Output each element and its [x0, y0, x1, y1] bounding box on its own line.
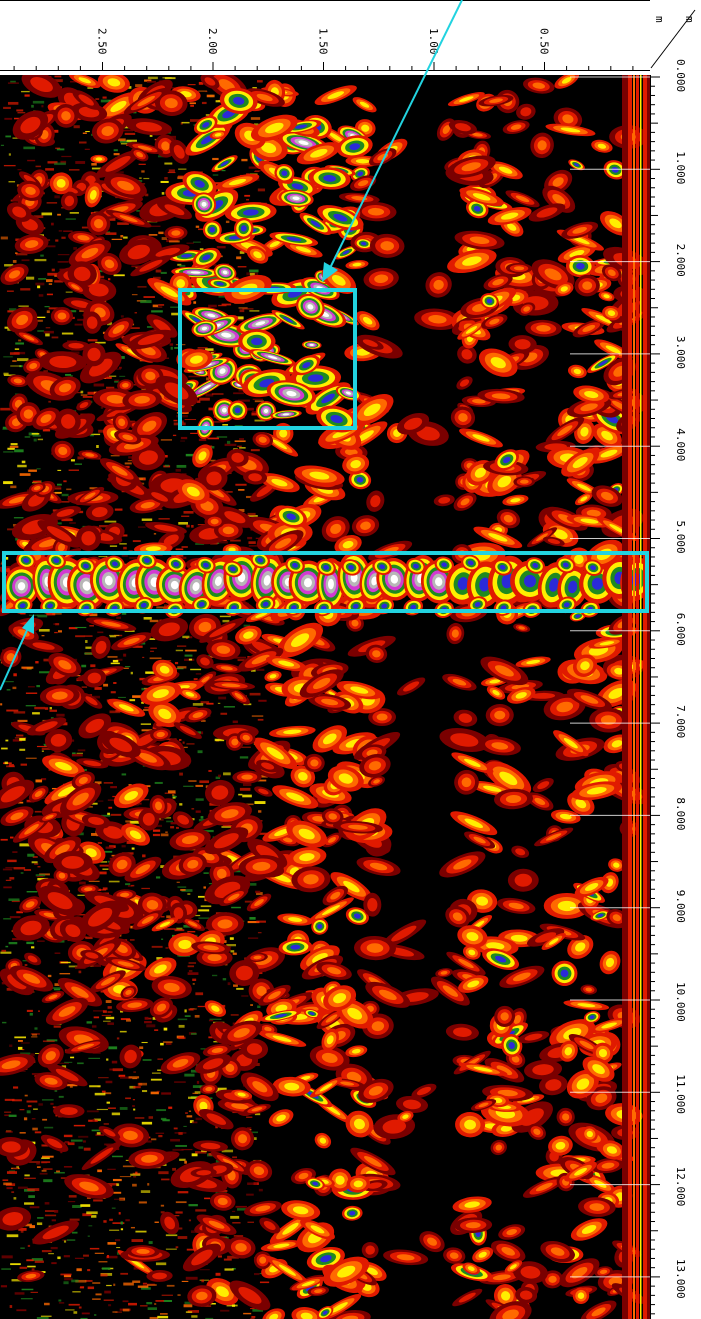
surface-band — [633, 75, 635, 1319]
distance-gridlines — [570, 76, 650, 1278]
surface-band — [636, 75, 639, 1319]
surface-reflection-bands — [622, 75, 650, 1319]
depth-tick-label: 0.50 — [538, 28, 551, 55]
distance-tick-label: 7.000 — [674, 705, 687, 738]
surface-band — [647, 75, 650, 1319]
distance-tick-label: 2.000 — [674, 244, 687, 277]
depth-tick-label: 2.00 — [206, 28, 219, 55]
depth-tick-label: 1.50 — [317, 28, 330, 55]
annotation-arrow-left — [0, 614, 34, 691]
reflection-blobs — [0, 75, 650, 1319]
annotation-upper-box — [178, 288, 357, 430]
surface-band — [622, 75, 628, 1319]
depth-axis: 0.000.501.001.502.002.50 — [0, 28, 661, 71]
distance-tick-label: 0.000 — [674, 59, 687, 92]
distance-tick-label: 4.000 — [674, 428, 687, 461]
axis-corner: m m — [650, 0, 701, 75]
corner-unit-top: m — [683, 16, 696, 23]
distance-tick-label: 5.000 — [674, 521, 687, 554]
distance-tick-label: 13.000 — [674, 1259, 687, 1299]
depth-tick-label: 1.00 — [427, 28, 440, 55]
depth-tick-label: 2.50 — [96, 28, 109, 55]
annotation-reflector-band — [2, 551, 649, 613]
surface-band — [643, 75, 647, 1319]
distance-tick-label: 1.000 — [674, 151, 687, 184]
radargram-image — [0, 75, 650, 1319]
surface-band — [628, 75, 632, 1319]
corner-unit-bottom: m — [653, 16, 666, 23]
distance-tick-label: 9.000 — [674, 890, 687, 923]
depth-scale-header — [0, 0, 701, 75]
distance-tick-label: 10.000 — [674, 982, 687, 1022]
distance-tick-label: 8.000 — [674, 797, 687, 830]
distance-scale-strip — [650, 75, 701, 1319]
annotation-arrow-top — [322, 0, 463, 282]
surface-band — [640, 75, 642, 1319]
distance-tick-label: 6.000 — [674, 613, 687, 646]
distance-tick-label: 12.000 — [674, 1167, 687, 1207]
distance-tick-label: 11.000 — [674, 1074, 687, 1114]
distance-axis: 0.000 1.000 2.000 3.000 4.000 5.000 6.000 7.000… — [651, 59, 687, 1315]
distance-tick-label: 3.000 — [674, 336, 687, 369]
